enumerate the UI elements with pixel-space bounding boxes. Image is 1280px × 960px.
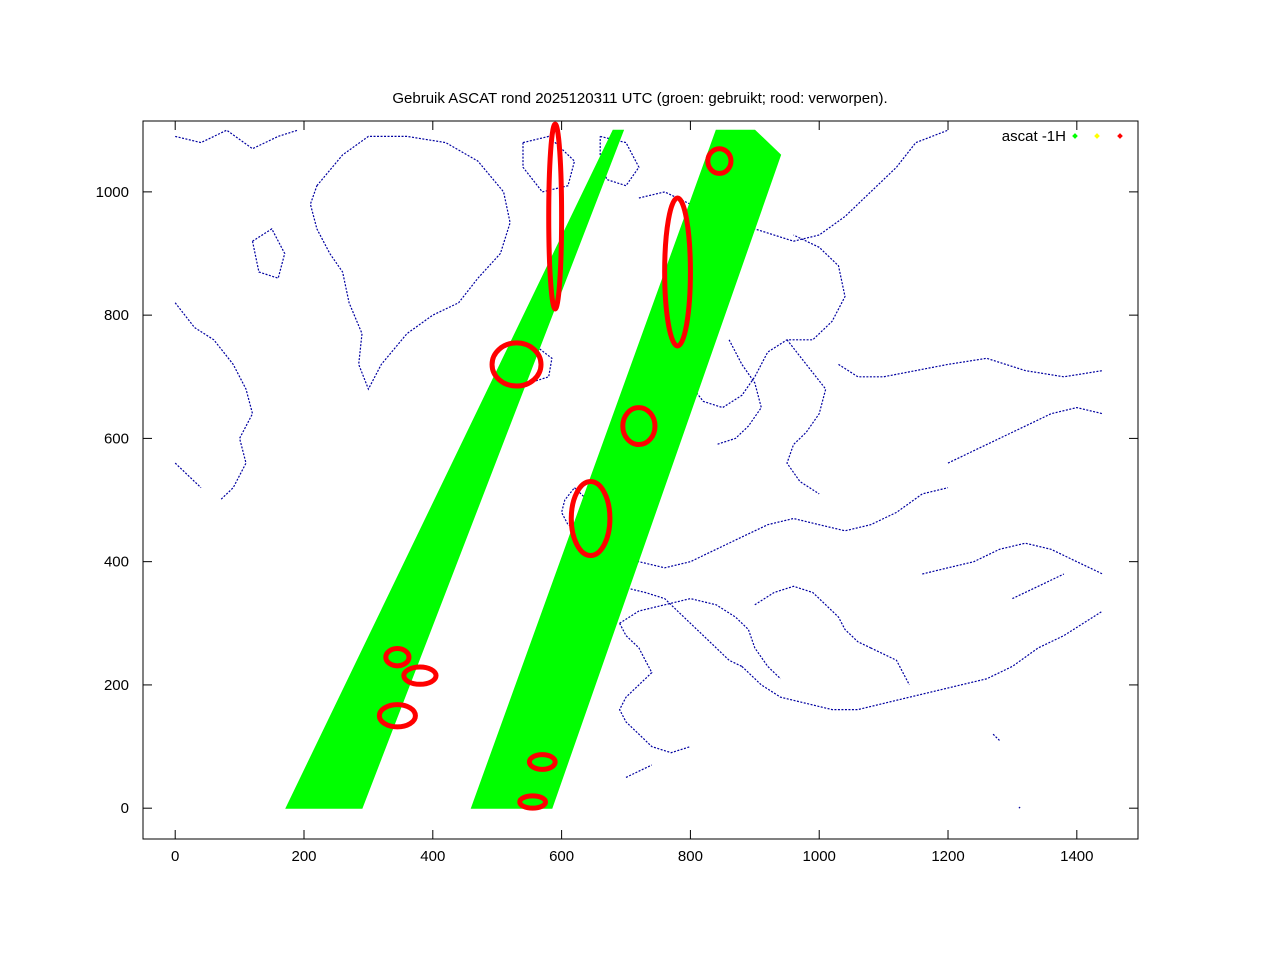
x-tick-label: 0	[171, 848, 179, 865]
y-tick-label: 0	[121, 800, 129, 817]
coastline-4	[251, 228, 286, 279]
coastline-8	[638, 129, 949, 242]
used-swath-1	[470, 129, 782, 809]
coastline-25	[1012, 573, 1065, 600]
coastline-5	[522, 135, 576, 193]
rejected-cluster-0	[546, 121, 565, 312]
rejected-cluster-3	[401, 664, 439, 687]
coastline-20	[741, 610, 1103, 711]
rejected-cluster-5	[526, 752, 558, 772]
coastline-3	[309, 135, 511, 391]
legend-label: ascat -1H	[1002, 128, 1066, 145]
y-tick-label: 200	[104, 677, 129, 694]
x-tick-label: 800	[678, 848, 703, 865]
coastline-22	[870, 647, 910, 686]
coastline-0	[175, 129, 298, 150]
rejected-cluster-6	[517, 793, 549, 811]
rejected-cluster-8	[568, 479, 613, 558]
legend-marker-flagged	[1094, 133, 1100, 139]
legend-markers	[1072, 133, 1123, 139]
rejected-cluster-2	[383, 646, 412, 669]
coastline-11	[786, 339, 827, 495]
x-tick-label: 600	[549, 848, 574, 865]
coastline-14	[619, 487, 949, 569]
coastline-18	[618, 623, 691, 754]
axis-ticks: 0 200 400 600 800 1000 1200 1400 0 200 400 600 800 10…	[96, 121, 1138, 865]
rejected-points-layer	[376, 121, 734, 811]
coastline-19	[619, 597, 782, 680]
coastline-28	[1018, 806, 1021, 809]
plot-frame	[142, 120, 1139, 840]
coastline-26	[625, 764, 653, 778]
legend: ascat -1H	[1002, 128, 1123, 145]
coastline-1	[174, 302, 254, 501]
used-swath-0	[285, 129, 625, 809]
rejected-cluster-9	[662, 195, 693, 349]
rejected-cluster-1	[489, 340, 544, 389]
legend-marker-rejected	[1117, 133, 1123, 139]
coastline-17	[609, 527, 743, 667]
coastline-2	[174, 462, 202, 489]
coastline-21	[754, 585, 871, 649]
x-tick-label: 200	[291, 848, 316, 865]
y-tick-label: 400	[104, 554, 129, 571]
coastline-24	[947, 406, 1103, 464]
x-tick-label: 1400	[1060, 848, 1093, 865]
rejected-cluster-7	[620, 405, 658, 448]
rejected-cluster-4	[376, 702, 418, 730]
y-tick-label: 1000	[96, 184, 129, 201]
y-tick-label: 800	[104, 307, 129, 324]
x-tick-label: 1000	[803, 848, 836, 865]
rejected-cluster-10	[705, 146, 734, 176]
coastline-6	[599, 135, 640, 187]
coastline-12	[838, 357, 1103, 378]
coastline-27	[992, 733, 1000, 741]
x-tick-label: 1200	[931, 848, 964, 865]
legend-marker-used	[1072, 133, 1078, 139]
coastline-10	[716, 339, 762, 446]
chart-title: Gebruik ASCAT rond 2025120311 UTC (groen…	[392, 90, 887, 107]
x-tick-label: 400	[420, 848, 445, 865]
ascat-swath-layer	[285, 129, 782, 809]
coastline-23	[922, 542, 1103, 575]
y-tick-label: 600	[104, 430, 129, 447]
